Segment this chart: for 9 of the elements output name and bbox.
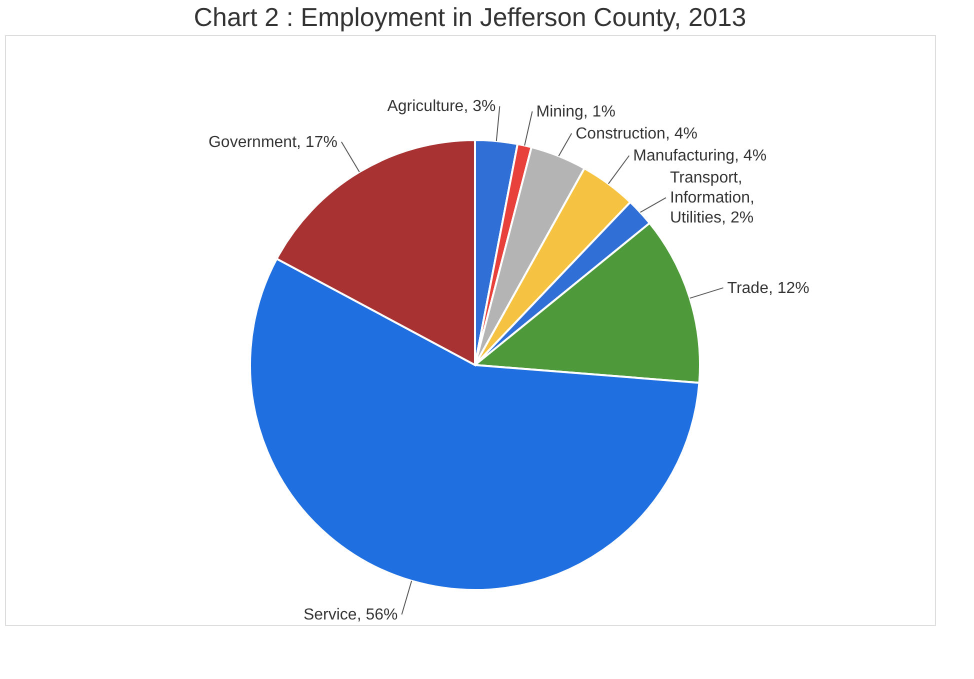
slice-label: Service, 56% — [303, 606, 398, 624]
slice-label: Agriculture, 3% — [387, 98, 496, 116]
slice-label: Mining, 1% — [536, 103, 616, 120]
slice-label: Government, 17% — [208, 134, 338, 151]
slice-label: Construction, 4% — [576, 125, 698, 142]
slice-label: Transport, Information, Utilities, 2% — [670, 170, 754, 227]
slice-label: Trade, 12% — [727, 280, 810, 297]
slice-label: Manufacturing, 4% — [633, 148, 767, 165]
chart-title: Chart 2 : Employment in Jefferson County, 2013 — [194, 2, 746, 32]
